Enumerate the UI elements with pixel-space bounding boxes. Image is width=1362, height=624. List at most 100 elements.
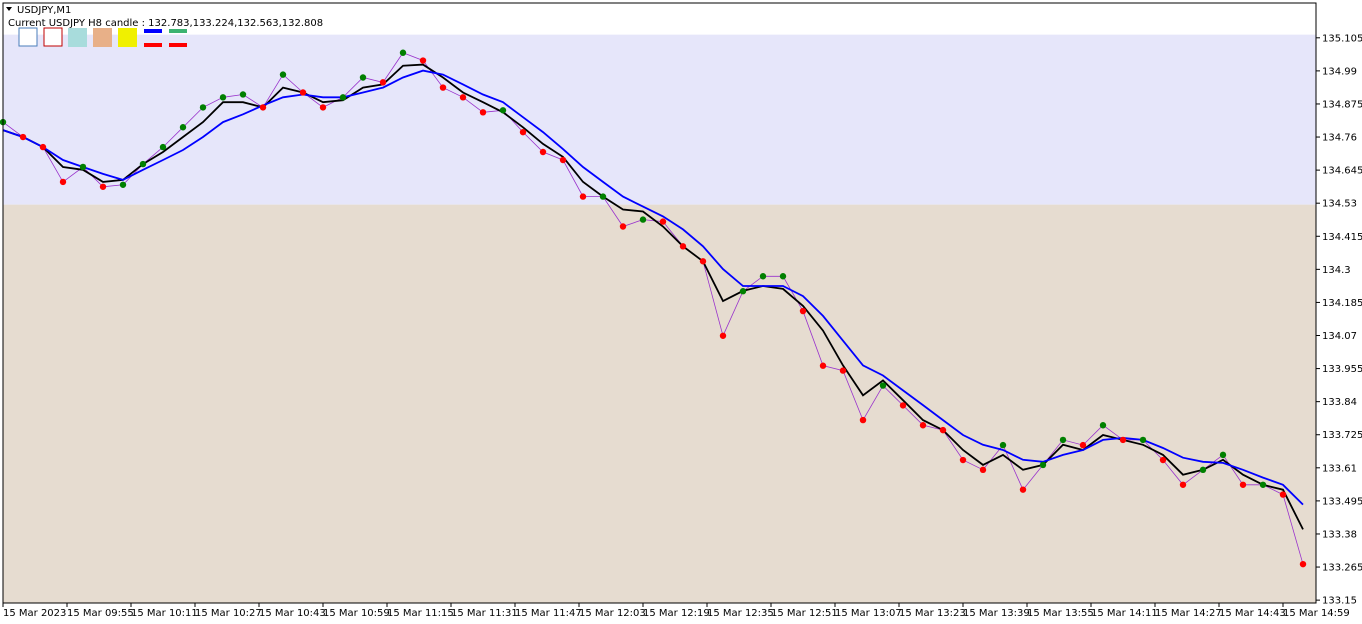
y-tick-label: 134.185	[1322, 298, 1362, 309]
x-tick-label: 15 Mar 2023	[3, 608, 66, 619]
y-tick-label: 133.61	[1322, 463, 1357, 474]
y-tick-label: 133.38	[1322, 529, 1357, 540]
x-tick-label: 15 Mar 12:51	[771, 608, 838, 619]
y-tick-label: 133.265	[1322, 563, 1362, 574]
collapse-arrow[interactable]	[6, 7, 12, 11]
y-tick-label: 134.3	[1322, 265, 1351, 276]
y-tick-label: 133.495	[1322, 496, 1362, 507]
swatch[interactable]	[118, 28, 137, 47]
y-tick-label: 134.99	[1322, 66, 1357, 77]
x-tick-label: 15 Mar 11:15	[387, 608, 454, 619]
x-tick-label: 15 Mar 10:11	[131, 608, 198, 619]
x-tick-label: 15 Mar 10:59	[323, 608, 390, 619]
price-dot	[279, 71, 287, 78]
price-dot	[439, 84, 447, 91]
swatch[interactable]	[144, 29, 162, 33]
price-dot	[679, 243, 687, 250]
indicator-swatches[interactable]	[18, 27, 187, 47]
price-dot	[79, 163, 87, 171]
price-dot	[99, 183, 107, 190]
swatch[interactable]	[68, 28, 87, 47]
price-dot	[1259, 481, 1267, 488]
price-dot	[1219, 451, 1227, 459]
price-dot	[939, 426, 947, 434]
price-dot	[259, 104, 267, 111]
zones	[3, 34, 1316, 603]
price-dot	[819, 362, 827, 369]
chart-title: USDJPY,M1	[17, 5, 71, 16]
price-dot	[719, 332, 727, 339]
swatch[interactable]	[18, 27, 38, 47]
swatch[interactable]	[144, 43, 162, 47]
price-dot	[339, 94, 347, 101]
y-tick-label: 134.875	[1322, 99, 1362, 110]
x-tick-label: 15 Mar 14:11	[1091, 608, 1158, 619]
swatch[interactable]	[169, 43, 187, 47]
x-tick-label: 15 Mar 12:03	[579, 608, 646, 619]
y-tick-label: 134.415	[1322, 232, 1362, 243]
price-dot	[1119, 436, 1127, 444]
price-dot	[519, 128, 527, 136]
price-dot	[419, 57, 427, 64]
price-dot	[739, 288, 747, 295]
x-tick-label: 15 Mar 09:55	[67, 608, 134, 619]
y-tick-label: 133.15	[1322, 596, 1357, 607]
x-tick-label: 15 Mar 14:59	[1283, 608, 1350, 619]
x-tick-label: 15 Mar 12:19	[643, 608, 710, 619]
zone	[3, 204, 1316, 603]
price-dot	[999, 441, 1007, 449]
y-tick-label: 133.725	[1322, 430, 1362, 441]
price-dot	[619, 223, 627, 230]
price-dot	[1179, 481, 1187, 488]
price-dot	[239, 91, 247, 98]
price-dot	[59, 178, 67, 186]
x-tick-label: 15 Mar 13:55	[1027, 608, 1094, 619]
x-tick-label: 15 Mar 11:31	[451, 608, 518, 619]
x-tick-label: 15 Mar 13:07	[835, 608, 902, 619]
y-tick-label: 134.76	[1322, 133, 1357, 144]
x-tick-label: 15 Mar 12:35	[707, 608, 774, 619]
price-dot	[199, 104, 207, 111]
swatch[interactable]	[43, 27, 63, 47]
x-tick-label: 15 Mar 10:27	[195, 608, 262, 619]
price-dot	[399, 49, 407, 56]
swatch[interactable]	[169, 29, 187, 33]
price-dot	[299, 89, 307, 96]
price-dot	[1059, 436, 1067, 444]
price-dot	[639, 216, 647, 223]
price-dot	[19, 133, 27, 141]
x-tick-label: 15 Mar 14:27	[1155, 608, 1222, 619]
price-dot	[1079, 441, 1087, 449]
x-tick-label: 15 Mar 14:43	[1219, 608, 1286, 619]
price-dot	[1099, 422, 1107, 429]
price-dot	[699, 258, 707, 265]
price-dot	[159, 143, 167, 151]
plot	[0, 49, 1307, 568]
price-dot	[759, 273, 767, 280]
price-dot	[1239, 481, 1247, 488]
price-dot	[379, 79, 387, 86]
price-dot	[539, 148, 547, 156]
price-dot	[799, 307, 807, 315]
chart-subtitle: Current USDJPY H8 candle : 132.783,133.2…	[8, 18, 323, 29]
price-dot	[1199, 466, 1207, 474]
price-dot	[559, 156, 567, 164]
swatch[interactable]	[93, 28, 112, 47]
series-line	[2, 52, 1304, 565]
price-dot	[1019, 486, 1027, 493]
price-dot	[139, 160, 147, 168]
price-dot	[359, 74, 367, 81]
price-dot	[1299, 560, 1307, 568]
price-dot	[39, 143, 47, 151]
x-tick-label: 15 Mar 11:47	[515, 608, 582, 619]
price-dot	[979, 466, 987, 474]
price-dot	[1279, 491, 1287, 498]
price-dot	[579, 193, 587, 200]
plot-frame	[2, 2, 1317, 604]
price-dot	[459, 94, 467, 101]
y-tick-label: 134.645	[1322, 166, 1362, 177]
price-dot	[1139, 436, 1147, 444]
y-tick-label: 134.07	[1322, 331, 1357, 342]
price-dot	[959, 456, 967, 464]
